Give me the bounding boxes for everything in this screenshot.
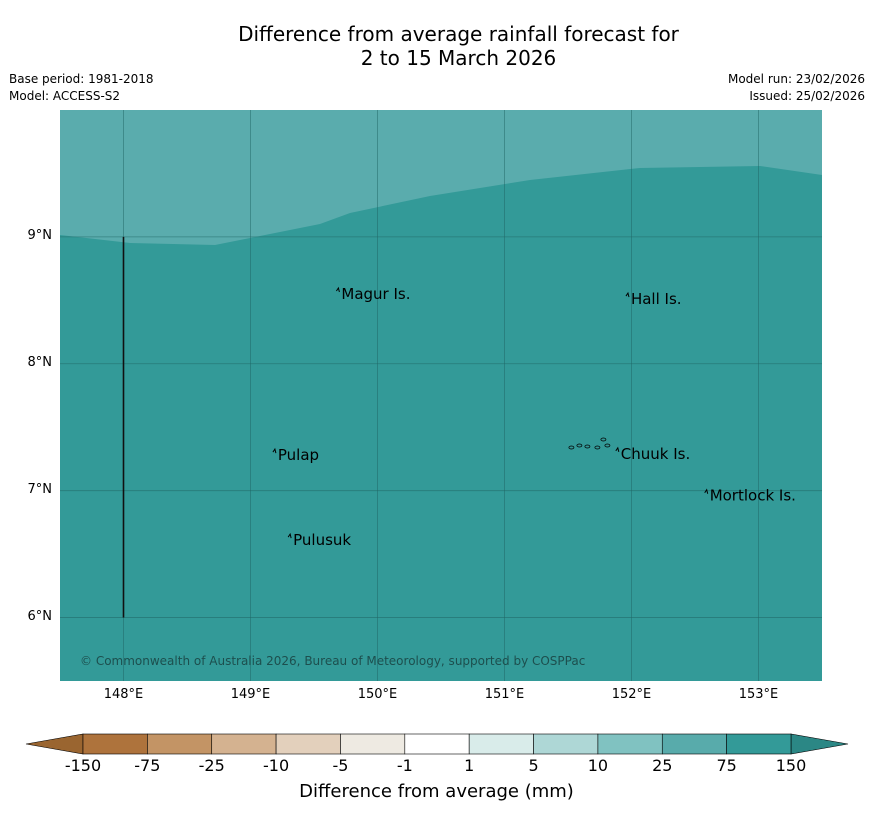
island-outline [604,443,611,448]
colorbar-tick-label: 150 [775,756,807,775]
island-marker [625,291,630,298]
colorbar-swatch [340,733,406,755]
place-label: Chuuk Is. [621,445,690,463]
island-marker [272,447,277,454]
title-line-1: Difference from average rainfall forecas… [238,22,679,46]
colorbar-extend-low [25,733,84,755]
longitude-tick-label: 153°E [738,687,779,702]
copyright-text: © Commonwealth of Australia 2026, Bureau… [80,654,585,668]
colorbar-tick-label: 25 [652,756,673,775]
longitude-tick-label: 150°E [357,687,398,702]
base-period-text: Base period: 1981-2018 [9,72,154,86]
colorbar [25,733,849,755]
latitude-tick-label: 6°N [27,608,53,624]
latitude-tick-label: 9°N [27,227,53,243]
place-label: Pulap [278,446,319,464]
longitude-tick-label: 152°E [611,687,652,702]
colorbar-tick-label: -5 [332,756,349,775]
colorbar-swatch [597,733,663,755]
island-outline [594,445,601,450]
longitude-tick-label: 149°E [230,687,271,702]
model-text: Model: ACCESS-S2 [9,89,121,103]
longitude-tick-label: 148°E [103,687,144,702]
colorbar-swatch [404,733,470,755]
island-outline [576,443,583,448]
colorbar-swatch [661,733,727,755]
colorbar-tick-label: -10 [263,756,290,775]
model-run-text: Model run: 23/02/2026 [727,72,865,86]
colorbar-swatch [147,733,213,755]
latitude-tick-label: 7°N [27,481,53,497]
meta-right: Model run: 23/02/2026 Issued: 25/02/2026 [728,71,865,105]
latitude-tick-label: 8°N [27,354,53,370]
colorbar-tick-label: -75 [134,756,161,775]
colorbar-swatch [82,733,148,755]
place-labels: Magur Is. Hall Is. Pulap Chuuk Is. Mortlock … [278,285,796,549]
colorbar-tick-label: 5 [528,756,539,775]
colorbar-extend-high [790,733,849,755]
meta-left: Base period: 1981-2018 Model: ACCESS-S2 [9,71,154,105]
colorbar-swatch [533,733,599,755]
colorbar-swatch [468,733,534,755]
island-markers [272,286,709,539]
island-marker [335,286,340,293]
place-label: Hall Is. [631,290,682,308]
title-line-2: 2 to 15 March 2026 [360,46,557,70]
colorbar-tick-label: 75 [716,756,737,775]
island-outline [600,437,607,442]
island-marker [287,532,292,539]
place-label: Mortlock Is. [710,487,796,505]
colorbar-tick-label: -1 [396,756,413,775]
place-label: Magur Is. [341,285,410,303]
island-outline [568,445,575,450]
colorbar-tick-label: -150 [64,756,102,775]
colorbar-tick-label: 1 [464,756,475,775]
island-outline [584,444,591,449]
colorbar-swatch [211,733,277,755]
island-marker [704,488,709,494]
issued-text: Issued: 25/02/2026 [749,89,865,103]
colorbar-tick-label: 10 [587,756,609,775]
colorbar-title: Difference from average (mm) [299,781,574,802]
longitude-tick-label: 151°E [484,687,525,702]
island-marker [615,446,620,452]
place-label: Pulusuk [293,531,351,549]
colorbar-tick-label: -25 [198,756,225,775]
colorbar-swatch [275,733,341,755]
colorbar-swatch [726,733,792,755]
map-title: Difference from average rainfall forecas… [0,22,873,70]
